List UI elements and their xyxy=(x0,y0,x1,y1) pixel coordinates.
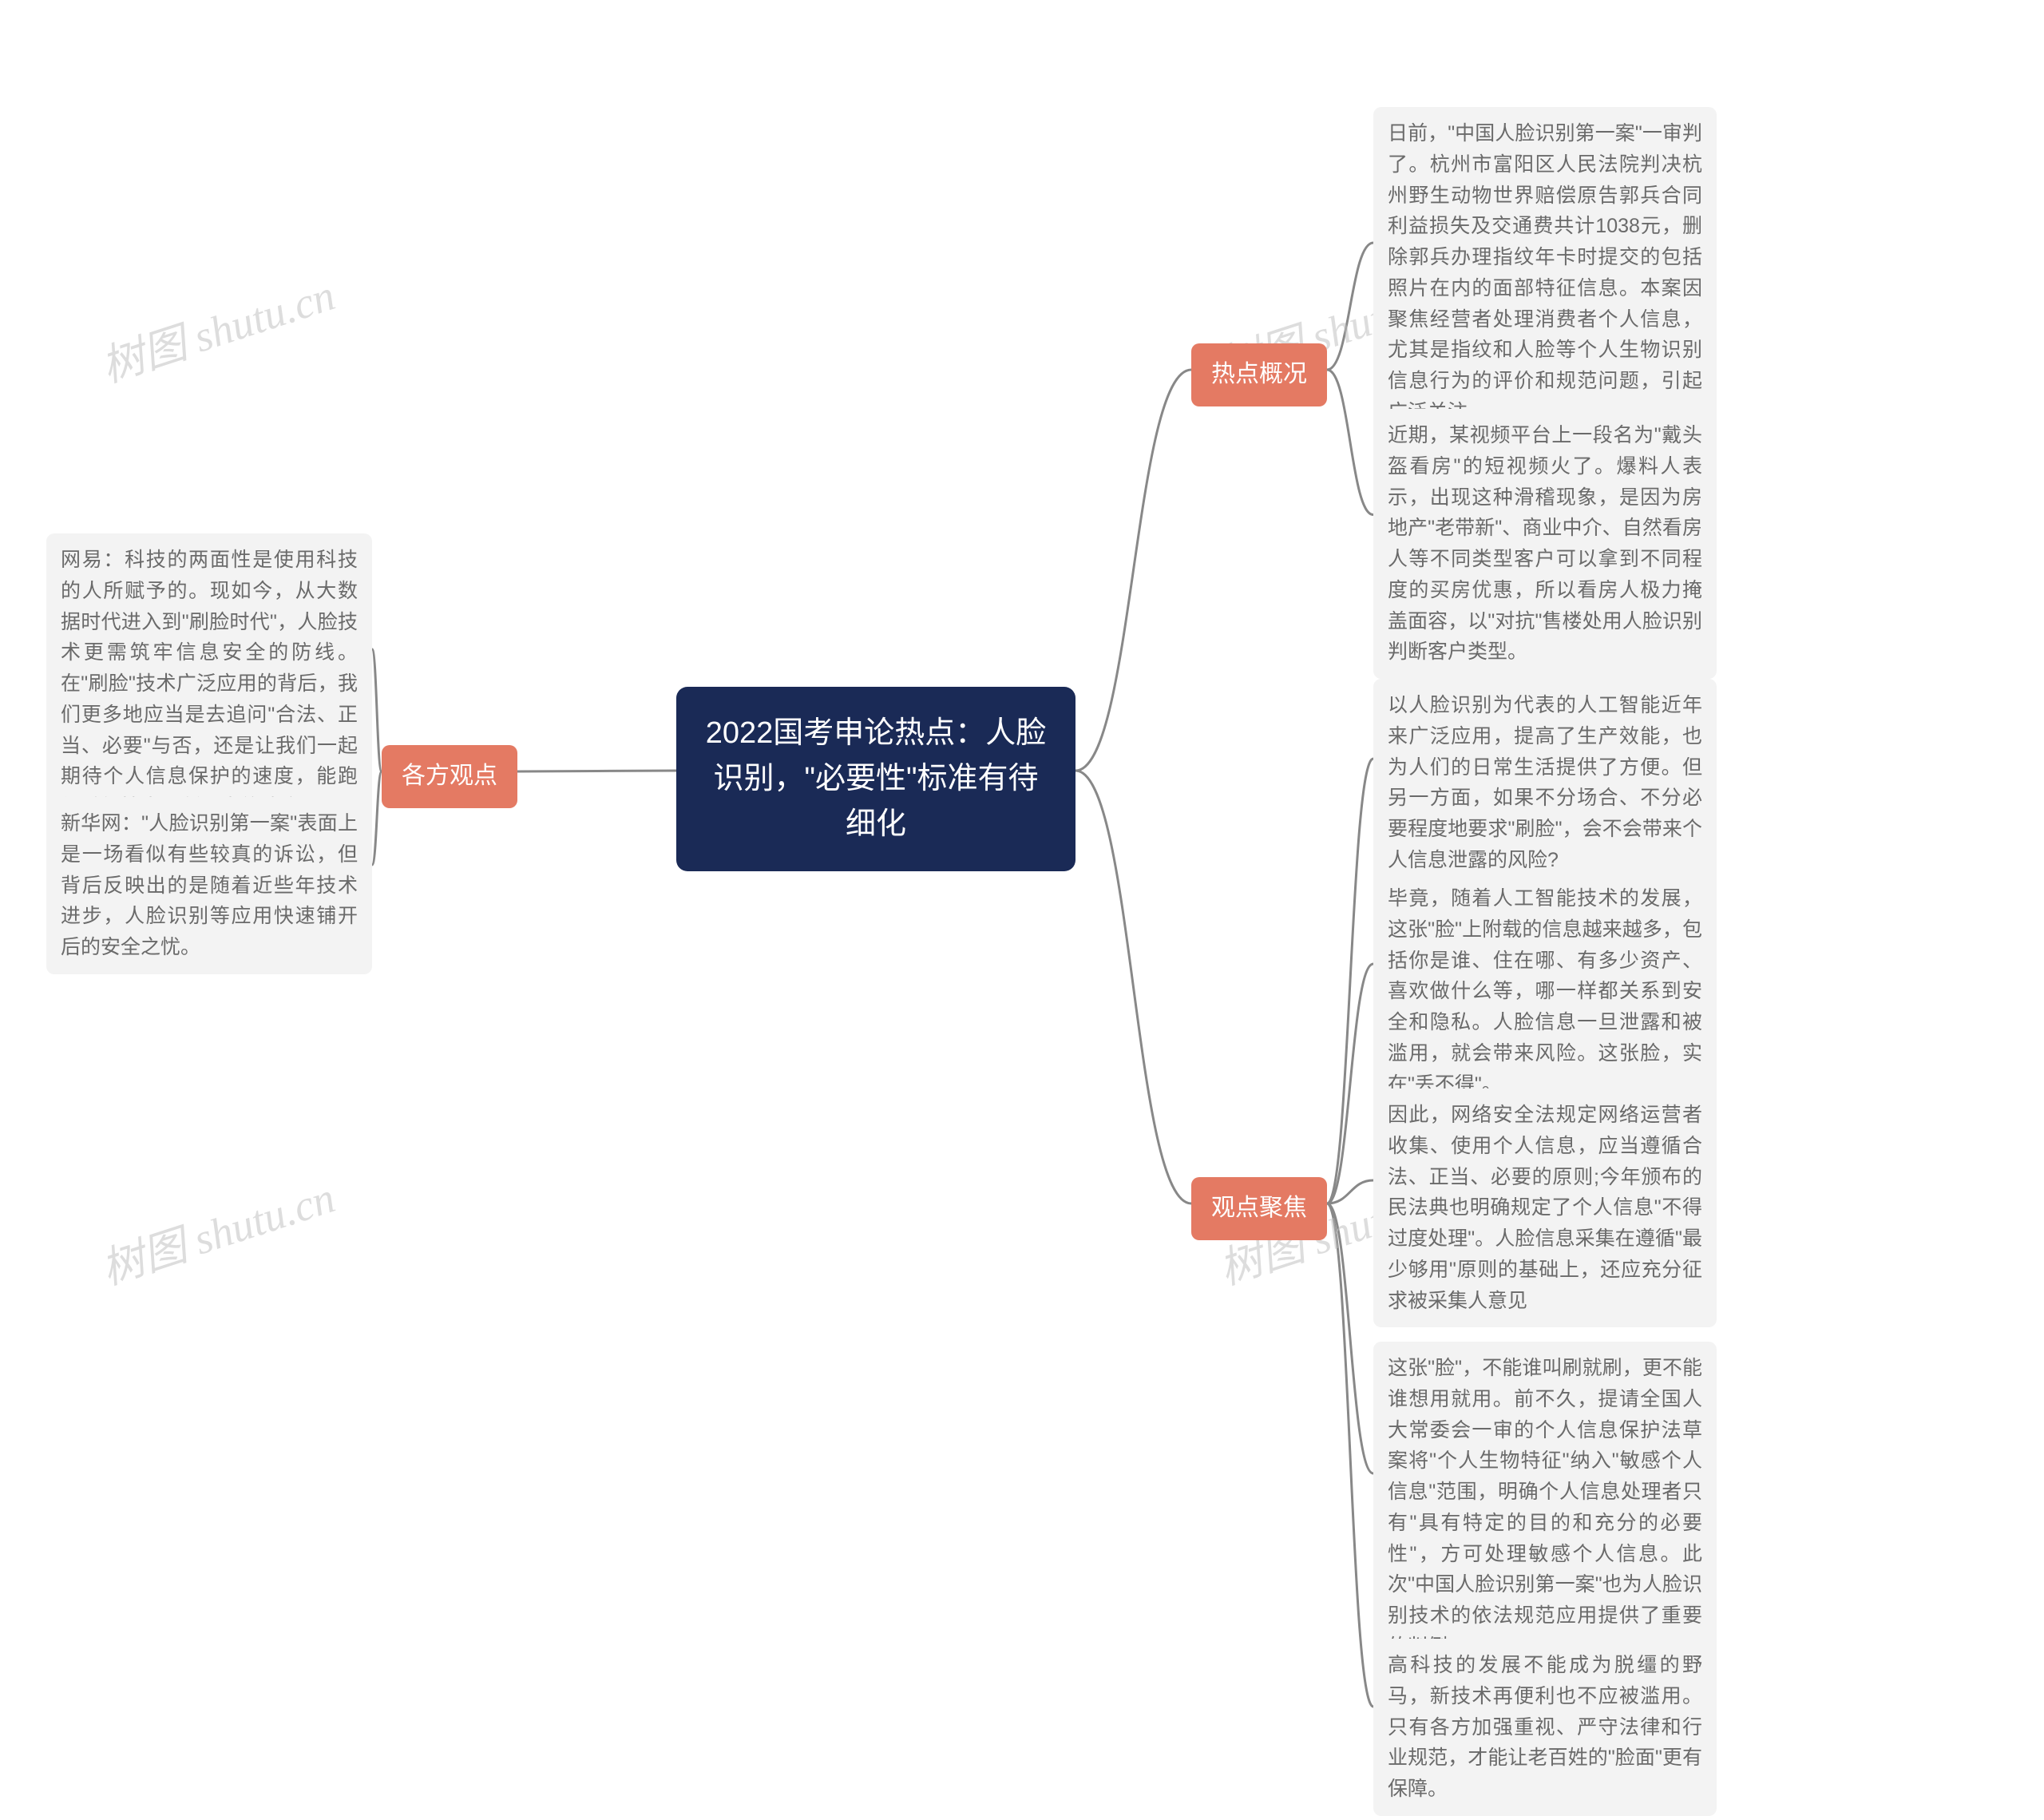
branch-overview[interactable]: 热点概况 xyxy=(1191,343,1327,406)
mindmap-canvas: 树图 shutu.cn 树图 shutu.cn 树图 shutu.cn 树图 s… xyxy=(0,0,2044,1820)
leaf-overview-0[interactable]: 日前，"中国人脸识别第一案"一审判了。杭州市富阳区人民法院判决杭州野生动物世界赔… xyxy=(1373,107,1717,439)
leaf-various-0[interactable]: 网易：科技的两面性是使用科技的人所赋予的。现如今，从大数据时代进入到"刷脸时代"… xyxy=(46,533,372,835)
leaf-focus-4[interactable]: 高科技的发展不能成为脱缰的野马，新技术再便利也不应被滥用。只有各方加强重视、严守… xyxy=(1373,1639,1717,1816)
branch-various[interactable]: 各方观点 xyxy=(382,745,517,808)
leaf-focus-2[interactable]: 因此，网络安全法规定网络运营者收集、使用个人信息，应当遵循合法、正当、必要的原则… xyxy=(1373,1088,1717,1327)
leaf-focus-0[interactable]: 以人脸识别为代表的人工智能近年来广泛应用，提高了生产效能，也为人们的日常生活提供… xyxy=(1373,679,1717,887)
center-node[interactable]: 2022国考申论热点：人脸识别，"必要性"标准有待细化 xyxy=(676,687,1075,871)
watermark: 树图 shutu.cn xyxy=(92,1162,342,1297)
branch-focus[interactable]: 观点聚焦 xyxy=(1191,1177,1327,1240)
leaf-focus-3[interactable]: 这张"脸"，不能谁叫刷就刷，更不能谁想用就用。前不久，提请全国人大常委会一审的个… xyxy=(1373,1342,1717,1674)
leaf-overview-1[interactable]: 近期，某视频平台上一段名为"戴头盔看房"的短视频火了。爆料人表示，出现这种滑稽现… xyxy=(1373,409,1717,679)
leaf-various-1[interactable]: 新华网："人脸识别第一案"表面上是一场看似有些较真的诉讼，但背后反映出的是随着近… xyxy=(46,797,372,974)
watermark: 树图 shutu.cn xyxy=(92,260,342,395)
leaf-focus-1[interactable]: 毕竟，随着人工智能技术的发展，这张"脸"上附载的信息越来越多，包括你是谁、住在哪… xyxy=(1373,872,1717,1111)
